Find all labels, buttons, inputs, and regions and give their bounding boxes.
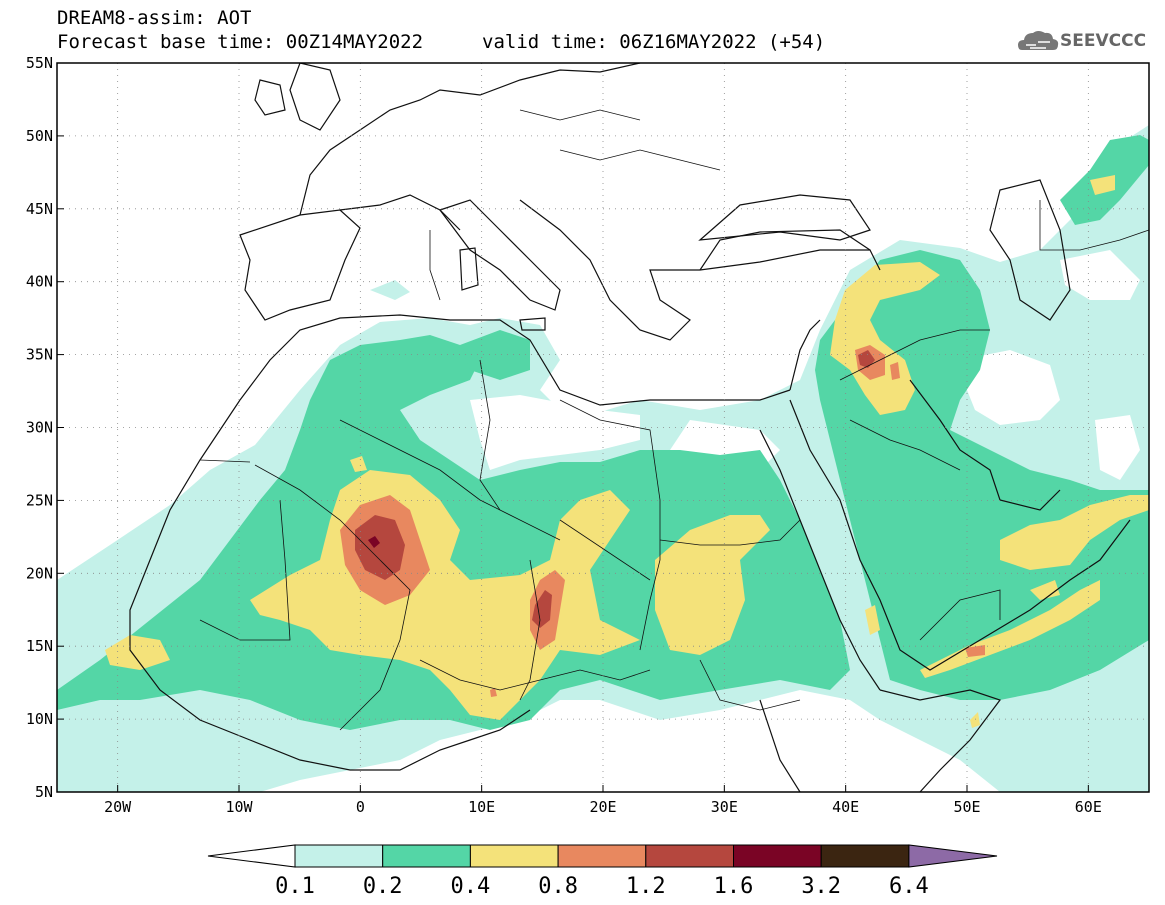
lon-label: 10W [225, 798, 253, 816]
longitude-axis: 20W 10W 0 10E 20E 30E 40E 50E 60E [104, 785, 1102, 816]
colorbar-swatch [294, 844, 384, 868]
lon-label: 40E [832, 798, 859, 816]
logo-text: SEEVCCC [1060, 31, 1147, 51]
colorbar-label: 0.2 [363, 874, 403, 899]
colorbar-swatch [469, 844, 559, 868]
lat-label: 30N [26, 419, 53, 437]
lat-label: 25N [26, 491, 53, 509]
aot-level-c16 [368, 536, 380, 548]
lat-label: 50N [26, 127, 53, 145]
lat-label: 45N [26, 200, 53, 218]
colorbar-swatch [557, 844, 647, 868]
lat-label: 15N [26, 637, 53, 655]
colorbar-swatch [382, 844, 471, 868]
lat-label: 55N [26, 54, 53, 72]
colorbar-low-arrow [207, 844, 296, 868]
lon-label: 50E [953, 798, 980, 816]
country-borders [199, 109, 1149, 731]
colorbar-label: 0.4 [451, 874, 491, 899]
lon-label: 30E [711, 798, 738, 816]
cloud-icon [1018, 31, 1059, 50]
colorbar-label: 1.6 [714, 874, 754, 899]
colorbar-swatch [645, 844, 734, 868]
lat-label: 10N [26, 710, 53, 728]
colorbar: 0.1 0.2 0.4 0.8 1.2 1.6 3.2 6.4 [207, 844, 998, 899]
lat-label: 35N [26, 346, 53, 364]
colorbar-high-arrow [908, 844, 998, 868]
forecast-base-time: Forecast base time: 00Z14MAY2022 [57, 31, 424, 53]
lon-label: 0 [356, 798, 365, 816]
map-title: DREAM8-assim: AOT [57, 7, 252, 29]
coastline [129, 63, 1131, 792]
lat-label: 20N [26, 564, 53, 582]
aot-field [57, 63, 1149, 792]
lat-label: 40N [26, 273, 53, 291]
colorbar-label: 1.2 [626, 874, 666, 899]
lon-label: 60E [1075, 798, 1102, 816]
colorbar-label: 3.2 [801, 874, 841, 899]
colorbar-swatch [733, 844, 822, 868]
colorbar-label: 0.8 [538, 874, 578, 899]
lon-label: 20E [589, 798, 616, 816]
lon-label: 10E [468, 798, 495, 816]
aot-level-c12 [355, 350, 875, 628]
colorbar-swatch [820, 844, 910, 868]
valid-time: valid time: 06Z16MAY2022 (+54) [482, 31, 826, 53]
lon-label: 20W [104, 798, 132, 816]
latitude-axis: 55N 50N 45N 40N 35N 30N 25N 20N 15N 10N 5N [26, 54, 64, 801]
colorbar-label: 6.4 [889, 874, 929, 899]
lat-label: 5N [35, 783, 53, 801]
colorbar-label: 0.1 [275, 874, 315, 899]
